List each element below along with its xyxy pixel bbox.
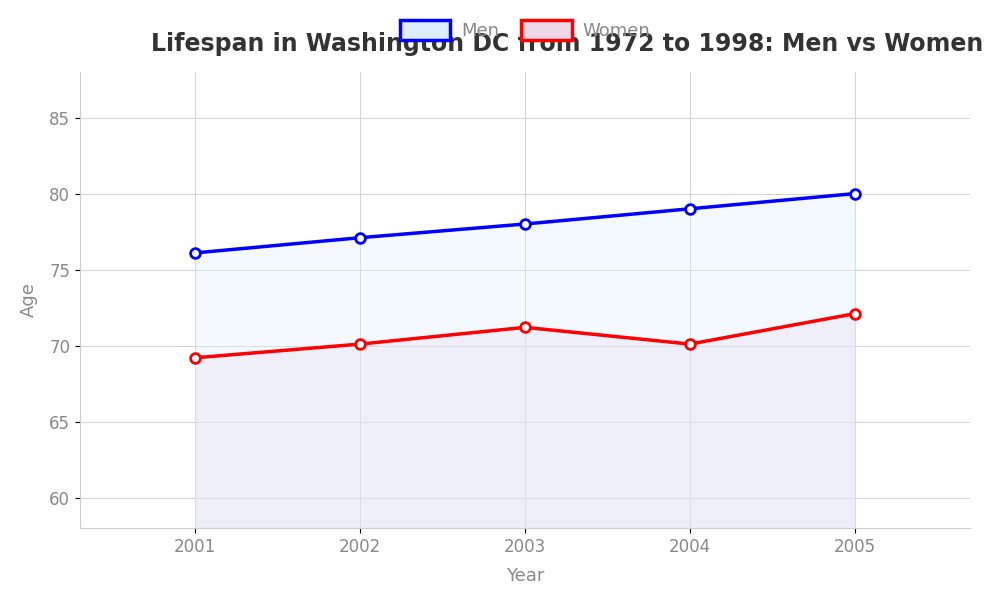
X-axis label: Year: Year xyxy=(506,567,544,585)
Text: Lifespan in Washington DC from 1972 to 1998: Men vs Women: Lifespan in Washington DC from 1972 to 1… xyxy=(151,32,983,56)
Y-axis label: Age: Age xyxy=(20,283,38,317)
Legend: Men, Women: Men, Women xyxy=(393,13,657,47)
